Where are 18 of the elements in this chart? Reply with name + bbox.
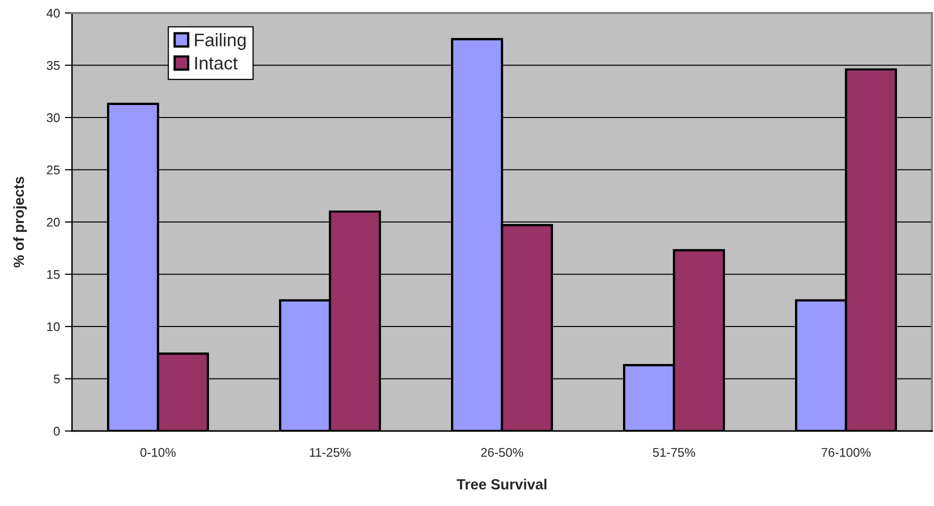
x-tick-label: 51-75% bbox=[652, 448, 696, 457]
legend-label: Intact bbox=[195, 56, 238, 70]
y-tick-label: 0 bbox=[54, 426, 60, 436]
x-axis-title: Tree Survival bbox=[456, 478, 546, 490]
y-axis-title: % of projects bbox=[13, 176, 27, 268]
y-tick-label: 5 bbox=[54, 374, 60, 384]
y-tick-label: 10 bbox=[47, 322, 60, 332]
y-tick-label: 35 bbox=[46, 61, 60, 70]
x-tick-label: 0-10% bbox=[140, 448, 176, 457]
x-tick-label: 76-100% bbox=[822, 448, 871, 457]
x-tick-label: 11-25% bbox=[310, 448, 351, 457]
y-tick-label: 15 bbox=[47, 270, 60, 279]
y-tick-label: 30 bbox=[46, 113, 60, 122]
y-tick-label: 20 bbox=[46, 218, 60, 227]
x-tick-label: 26-50% bbox=[481, 448, 524, 457]
legend-label: Failing bbox=[195, 33, 246, 50]
y-tick-label: 25 bbox=[46, 166, 60, 174]
y-tick-label: 40 bbox=[46, 8, 60, 18]
